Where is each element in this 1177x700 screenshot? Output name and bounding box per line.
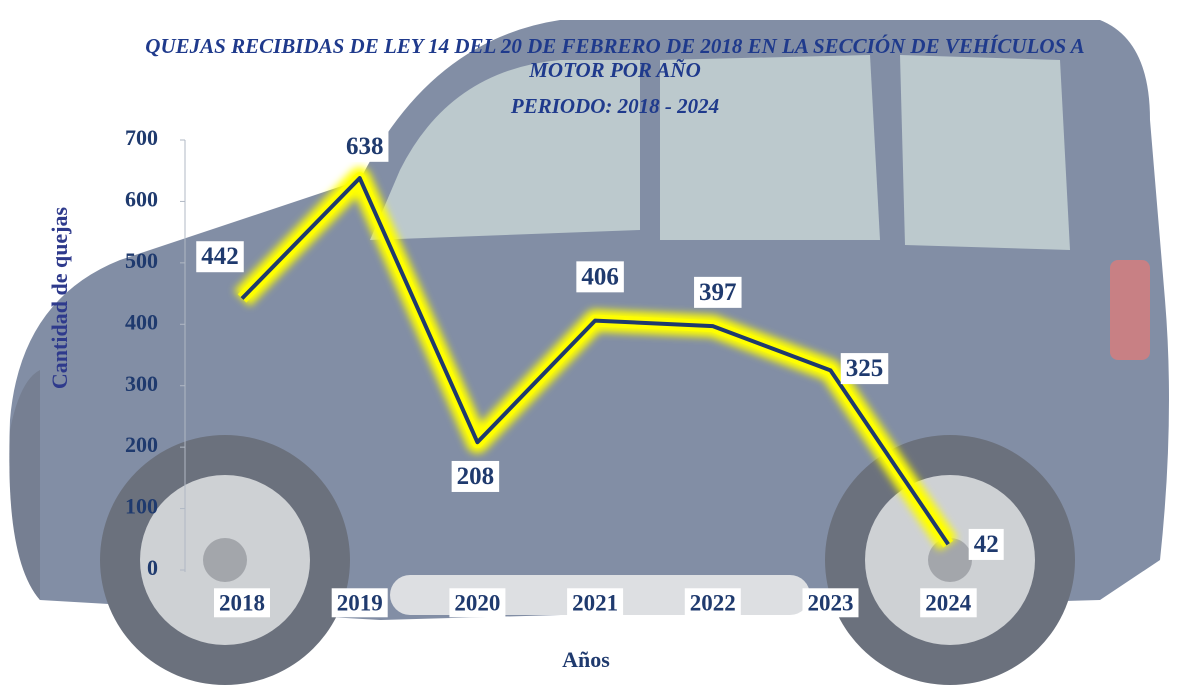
y-tick-label: 400	[125, 309, 158, 334]
x-tick-label-box	[802, 588, 859, 618]
data-label: 638	[346, 133, 384, 160]
x-tick-label-box	[449, 588, 506, 618]
data-label: 442	[201, 243, 239, 270]
data-label-box	[694, 276, 742, 308]
y-tick-label: 100	[125, 494, 158, 519]
data-label-box	[840, 353, 889, 385]
y-tick-label: 700	[125, 125, 158, 150]
y-tick-label: 200	[125, 432, 158, 457]
chart-subtitle: PERIODO: 2018 - 2024	[510, 94, 720, 118]
x-tick-label-box	[214, 588, 270, 618]
y-axis-title: Cantidad de quejas	[47, 206, 72, 389]
y-tick-label: 0	[147, 555, 158, 580]
x-tick-label: 2019	[337, 590, 383, 615]
data-label-box	[340, 130, 389, 162]
x-tick-label: 2018	[219, 590, 265, 615]
data-label: 397	[699, 279, 737, 306]
y-tick-label: 600	[125, 186, 158, 211]
x-tick-label-box	[684, 588, 741, 618]
x-tick-label: 2023	[808, 590, 854, 615]
data-label: 406	[581, 263, 619, 290]
x-tick-label-box	[331, 588, 388, 618]
x-tick-label: 2021	[572, 590, 618, 615]
x-tick-label: 2022	[690, 590, 736, 615]
x-tick-label-box	[920, 588, 977, 618]
data-label: 325	[846, 355, 884, 382]
data-label-box	[196, 241, 244, 273]
data-label: 208	[457, 463, 495, 490]
x-tick-label: 2024	[925, 590, 972, 615]
line	[240, 176, 950, 546]
data-label-box	[968, 528, 1004, 560]
x-tick-label: 2020	[454, 590, 500, 615]
x-tick-label-box	[567, 588, 624, 618]
data-label-box	[576, 261, 624, 293]
chart-title: QUEJAS RECIBIDAS DE LEY 14 DEL 20 DE FEB…	[145, 34, 1085, 82]
data-label: 42	[974, 531, 999, 558]
data-label-box	[451, 460, 500, 492]
y-tick-label: 500	[125, 248, 158, 273]
y-tick-label: 300	[125, 371, 158, 396]
x-axis-title: Años	[562, 647, 610, 672]
